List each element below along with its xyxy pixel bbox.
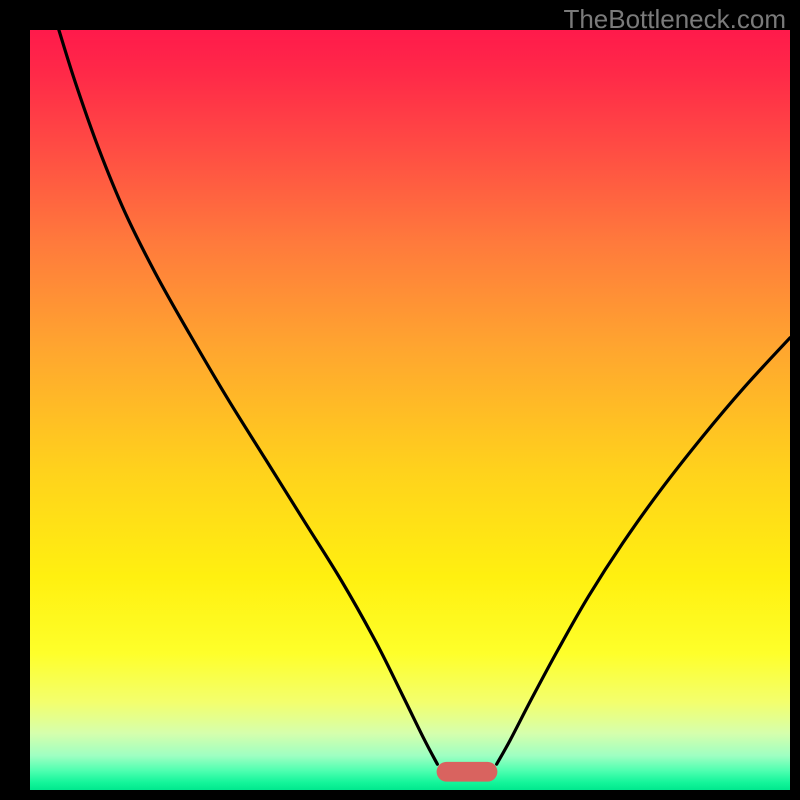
gradient-background — [30, 30, 790, 790]
chart-svg — [30, 30, 790, 790]
optimal-marker — [437, 762, 498, 782]
bottleneck-chart — [30, 30, 790, 790]
